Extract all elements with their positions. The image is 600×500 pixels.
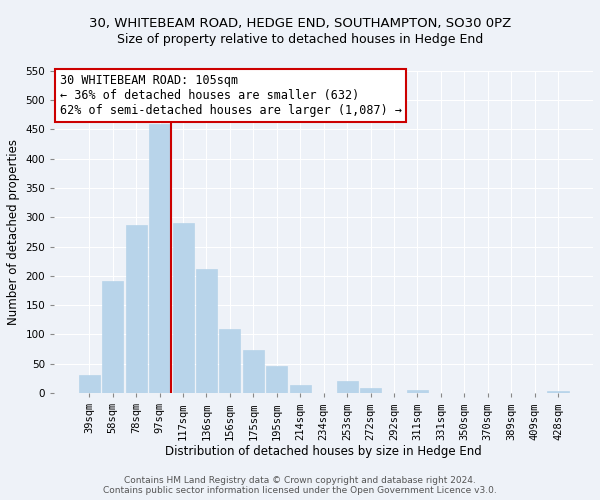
Bar <box>102 280 123 393</box>
Bar <box>79 376 100 393</box>
Text: Size of property relative to detached houses in Hedge End: Size of property relative to detached ho… <box>117 32 483 46</box>
Y-axis label: Number of detached properties: Number of detached properties <box>7 139 20 325</box>
Text: 30 WHITEBEAM ROAD: 105sqm
← 36% of detached houses are smaller (632)
62% of semi: 30 WHITEBEAM ROAD: 105sqm ← 36% of detac… <box>59 74 401 117</box>
Bar <box>173 222 194 393</box>
Bar <box>125 225 147 393</box>
Text: Contains HM Land Registry data © Crown copyright and database right 2024.: Contains HM Land Registry data © Crown c… <box>124 476 476 485</box>
Text: 30, WHITEBEAM ROAD, HEDGE END, SOUTHAMPTON, SO30 0PZ: 30, WHITEBEAM ROAD, HEDGE END, SOUTHAMPT… <box>89 18 511 30</box>
X-axis label: Distribution of detached houses by size in Hedge End: Distribution of detached houses by size … <box>165 445 482 458</box>
Bar <box>149 124 170 393</box>
Bar <box>337 382 358 393</box>
Bar <box>243 350 264 393</box>
Bar <box>196 269 217 393</box>
Bar <box>407 390 428 393</box>
Bar <box>220 328 241 393</box>
Bar <box>360 388 381 393</box>
Text: Contains public sector information licensed under the Open Government Licence v3: Contains public sector information licen… <box>103 486 497 495</box>
Bar <box>290 386 311 393</box>
Bar <box>266 366 287 393</box>
Bar <box>547 390 569 393</box>
